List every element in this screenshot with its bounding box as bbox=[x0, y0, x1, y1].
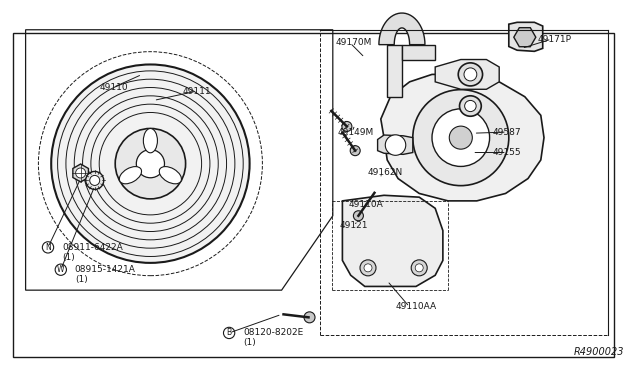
Ellipse shape bbox=[464, 68, 477, 81]
Text: 49110AA: 49110AA bbox=[396, 302, 436, 311]
Text: 49587: 49587 bbox=[493, 128, 522, 137]
Circle shape bbox=[342, 122, 352, 131]
Text: B: B bbox=[227, 328, 232, 337]
Circle shape bbox=[415, 264, 423, 272]
Polygon shape bbox=[379, 13, 425, 45]
Bar bbox=[13, 33, 614, 357]
Ellipse shape bbox=[460, 96, 481, 116]
Circle shape bbox=[51, 64, 250, 263]
Text: N: N bbox=[45, 243, 51, 252]
Circle shape bbox=[432, 109, 490, 166]
Polygon shape bbox=[378, 135, 413, 154]
FancyBboxPatch shape bbox=[387, 45, 402, 97]
Text: 49110A: 49110A bbox=[349, 200, 383, 209]
Text: 49110: 49110 bbox=[99, 83, 128, 92]
Circle shape bbox=[385, 135, 406, 155]
Ellipse shape bbox=[143, 128, 157, 153]
Circle shape bbox=[413, 90, 509, 186]
Text: 08120-8202E: 08120-8202E bbox=[243, 328, 303, 337]
Polygon shape bbox=[509, 22, 543, 51]
Polygon shape bbox=[381, 74, 544, 201]
Circle shape bbox=[136, 150, 164, 178]
Text: 49111: 49111 bbox=[182, 87, 211, 96]
Polygon shape bbox=[514, 28, 536, 47]
Polygon shape bbox=[435, 60, 499, 89]
Circle shape bbox=[76, 168, 86, 178]
Circle shape bbox=[90, 176, 100, 185]
Text: (1): (1) bbox=[75, 275, 88, 284]
Circle shape bbox=[360, 260, 376, 276]
Ellipse shape bbox=[458, 63, 483, 86]
Text: 49162N: 49162N bbox=[368, 169, 403, 177]
Text: 49171P: 49171P bbox=[538, 35, 572, 44]
Circle shape bbox=[86, 171, 104, 189]
Text: (1): (1) bbox=[62, 253, 75, 262]
Circle shape bbox=[350, 146, 360, 155]
Text: 49155: 49155 bbox=[493, 148, 522, 157]
Circle shape bbox=[364, 264, 372, 272]
Text: 49149M: 49149M bbox=[338, 128, 374, 137]
FancyBboxPatch shape bbox=[402, 45, 435, 60]
Ellipse shape bbox=[465, 100, 476, 112]
Circle shape bbox=[353, 211, 364, 221]
Text: (1): (1) bbox=[243, 339, 256, 347]
Text: 49121: 49121 bbox=[339, 221, 368, 230]
Circle shape bbox=[115, 128, 186, 199]
Circle shape bbox=[304, 312, 315, 323]
Circle shape bbox=[412, 260, 428, 276]
Ellipse shape bbox=[119, 167, 141, 184]
Text: R4900023: R4900023 bbox=[573, 347, 624, 356]
Text: 08915-1421A: 08915-1421A bbox=[75, 265, 136, 274]
Polygon shape bbox=[73, 164, 88, 182]
Polygon shape bbox=[342, 195, 443, 286]
Circle shape bbox=[449, 126, 472, 149]
Text: W: W bbox=[57, 265, 65, 274]
Text: 08911-6422A: 08911-6422A bbox=[62, 243, 123, 252]
Ellipse shape bbox=[159, 167, 182, 184]
Text: 49170M: 49170M bbox=[336, 38, 372, 47]
